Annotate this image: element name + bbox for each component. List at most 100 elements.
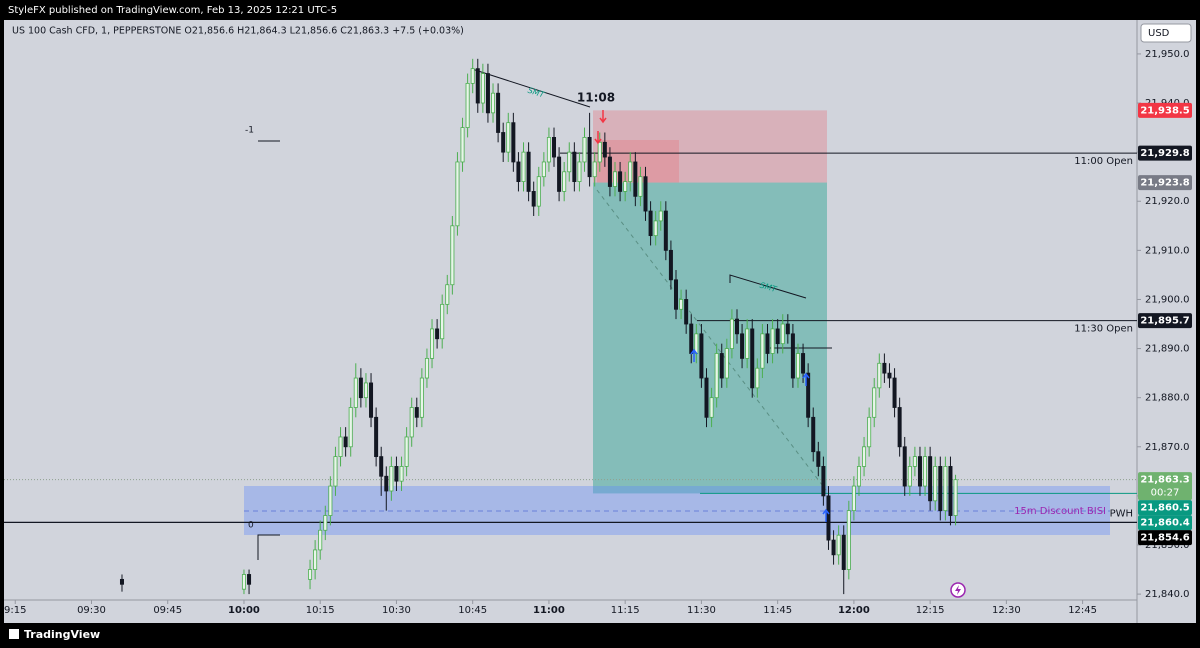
candle-body xyxy=(521,151,526,183)
candle-body xyxy=(653,220,658,237)
candle-body xyxy=(816,451,821,467)
candle-body xyxy=(409,407,414,438)
y-tick-label: 21,910.0 xyxy=(1145,245,1190,256)
level-label: 11:00 Open xyxy=(1074,156,1133,167)
candle-body xyxy=(348,407,353,448)
candle-body xyxy=(775,328,780,345)
candle-body xyxy=(689,323,694,354)
price-tag-label: 21,895.7 xyxy=(1140,316,1189,327)
candle-body xyxy=(933,466,938,502)
candle-body xyxy=(856,466,861,487)
brand: TradingView xyxy=(24,628,100,641)
y-tick-label: 21,840.0 xyxy=(1145,589,1190,600)
x-tick-label: 10:00 xyxy=(228,605,260,616)
candle-body xyxy=(404,436,409,467)
candle-body xyxy=(358,377,363,399)
price-tag xyxy=(1138,472,1192,501)
candle-body xyxy=(567,151,572,173)
price-tag xyxy=(1138,530,1192,546)
candle-body xyxy=(557,156,562,192)
candle-body xyxy=(953,479,958,516)
candle-body xyxy=(247,574,252,585)
y-tick-label: 21,950.0 xyxy=(1145,49,1190,60)
candle-body xyxy=(770,328,775,354)
candle-body xyxy=(435,328,440,340)
candle-body xyxy=(928,456,933,502)
time-mark: 11:08 xyxy=(577,91,615,105)
candle-body xyxy=(379,456,384,477)
candle-body xyxy=(541,161,546,178)
candle-body xyxy=(531,191,536,207)
candle-body xyxy=(841,534,846,570)
candle-body xyxy=(414,407,419,418)
candle-body xyxy=(399,466,404,482)
price-tag-label: 21,929.8 xyxy=(1140,148,1189,159)
candle-body xyxy=(419,377,424,418)
candle-body xyxy=(394,466,399,482)
level-label: PWH xyxy=(1110,508,1133,519)
candle-body xyxy=(333,456,338,487)
price-tag xyxy=(1138,175,1192,191)
candle-body xyxy=(511,122,516,163)
candle-body xyxy=(480,73,485,104)
candle-body xyxy=(618,171,623,192)
price-tag xyxy=(1138,313,1192,329)
tv-logo xyxy=(9,629,19,639)
candle-body xyxy=(363,382,368,399)
candle-body xyxy=(663,210,668,251)
candle-body xyxy=(313,549,318,570)
candle-body xyxy=(602,141,607,158)
candle-body xyxy=(450,225,455,286)
alert-bolt xyxy=(955,585,961,595)
candle-body xyxy=(790,333,795,379)
candle-body xyxy=(801,353,806,374)
candle-body xyxy=(704,377,709,418)
candle-body xyxy=(440,303,445,340)
candle-body xyxy=(724,348,729,379)
candle-body xyxy=(445,284,450,305)
candle-body xyxy=(308,569,313,580)
candle-body xyxy=(907,466,912,487)
x-tick-label: 10:30 xyxy=(382,605,411,616)
candle-body xyxy=(607,156,612,187)
candle-body xyxy=(318,529,323,551)
x-tick-label: 12:45 xyxy=(1068,605,1097,616)
candle-body xyxy=(241,574,246,590)
price-tag xyxy=(1138,515,1192,531)
trajectory xyxy=(596,189,827,491)
candle-body xyxy=(755,367,760,389)
y-tick-label: 21,920.0 xyxy=(1145,196,1190,207)
currency[interactable]: USD xyxy=(1148,28,1170,39)
x-tick-label: 12:30 xyxy=(992,605,1021,616)
candle-body xyxy=(760,333,765,369)
candle-body xyxy=(943,466,948,512)
candle-body xyxy=(633,161,638,197)
candle-body xyxy=(831,539,836,556)
currency-box[interactable] xyxy=(1140,23,1192,43)
x-tick-label: 9:15 xyxy=(4,605,26,616)
x-tick-label: 09:30 xyxy=(77,605,106,616)
candle-body xyxy=(465,82,470,128)
candle-body xyxy=(328,485,333,516)
candle-body xyxy=(902,446,907,487)
price-tag xyxy=(1138,145,1192,161)
candle-body xyxy=(491,92,496,114)
candle-body xyxy=(623,181,628,192)
candle-body xyxy=(460,127,465,163)
price-tag-label: 21,923.8 xyxy=(1140,178,1189,189)
candle-body xyxy=(501,132,506,153)
candle-body xyxy=(475,68,480,104)
signal-arrow xyxy=(690,348,698,362)
candle-body xyxy=(638,176,643,197)
fib-line xyxy=(257,534,280,560)
candle-body xyxy=(877,362,882,389)
price-tag-countdown: 00:27 xyxy=(1151,488,1180,499)
candle-body xyxy=(785,323,790,335)
candle-body xyxy=(821,466,826,497)
candle-body xyxy=(709,397,714,418)
candle-body xyxy=(424,357,429,379)
candle-body xyxy=(729,318,734,349)
y-tick-label: 21,870.0 xyxy=(1145,442,1190,453)
candle-body xyxy=(343,436,348,448)
